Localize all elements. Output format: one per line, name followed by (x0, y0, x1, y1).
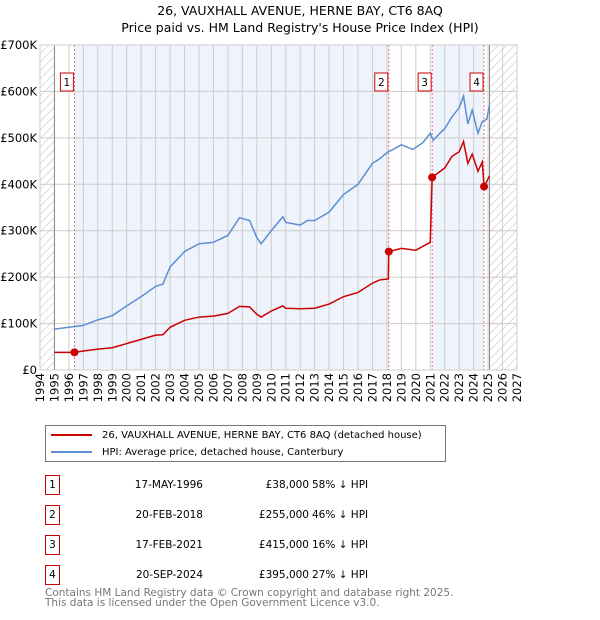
hpi-line (54, 93, 491, 330)
y-tick-label: £200K (0, 270, 37, 284)
sale-date: 20-FEB-2018 (135, 509, 203, 521)
sale-point (384, 247, 393, 256)
hpi-diff: 58% ↓ HPI (312, 479, 369, 491)
x-tick-label: 2021 (423, 373, 437, 402)
x-tick-label: 2022 (438, 373, 452, 402)
x-tick-label: 2026 (496, 373, 510, 402)
x-tick-label: 2017 (365, 373, 379, 402)
sale-price: £38,000 (265, 479, 309, 491)
hpi-diff: 27% ↓ HPI (312, 569, 369, 581)
marker-badge: 1 (45, 475, 60, 495)
x-tick-label: 2006 (206, 373, 220, 402)
sale-price: £395,000 (258, 569, 309, 581)
sale-label: 2 (378, 77, 385, 89)
legend: 26, VAUXHALL AVENUE, HERNE BAY, CT6 8AQ … (45, 425, 446, 462)
footer-line: This data is licensed under the Open Gov… (45, 597, 380, 609)
hpi-diff: 16% ↓ HPI (312, 539, 369, 551)
sale-date: 20-SEP-2024 (135, 569, 203, 581)
x-tick-label: 2018 (380, 373, 394, 402)
sale-point (70, 348, 79, 357)
x-tick-label: 2023 (452, 373, 466, 402)
x-tick-label: 1995 (47, 373, 61, 402)
x-tick-label: 2001 (134, 373, 148, 402)
sale-label-box (59, 72, 74, 92)
marker-badge: 3 (45, 535, 60, 555)
shaded-period (74, 45, 389, 370)
sale-label: 3 (421, 77, 428, 89)
x-tick-label: 2004 (178, 373, 192, 402)
legend-item-property: 26, VAUXHALL AVENUE, HERNE BAY, CT6 8AQ … (51, 427, 422, 444)
y-tick-label: £500K (0, 131, 37, 145)
hatched-region (40, 45, 55, 370)
sale-label-box (417, 72, 432, 92)
transaction-row: 4 20-SEP-2024 £395,000 27% ↓ HPI (45, 565, 445, 585)
hatched-region (489, 45, 517, 370)
x-tick-label: 1994 (33, 373, 47, 402)
x-tick-label: 2019 (394, 373, 408, 402)
sale-price: £255,000 (258, 509, 309, 521)
y-tick-label: £0 (22, 363, 37, 377)
x-tick-label: 2016 (351, 373, 365, 402)
x-tick-label: 2012 (293, 373, 307, 402)
y-tick-label: £300K (0, 224, 37, 238)
shaded-period (432, 45, 485, 370)
sale-price: £415,000 (258, 539, 309, 551)
sale-date: 17-MAY-1996 (134, 479, 203, 491)
transaction-row: 3 17-FEB-2021 £415,000 16% ↓ HPI (45, 535, 445, 555)
red-line-swatch (51, 434, 92, 436)
footer-line: Contains HM Land Registry data © Crown c… (45, 587, 454, 599)
x-tick-label: 1998 (91, 373, 105, 402)
x-tick-label: 2027 (510, 373, 524, 402)
x-tick-label: 2025 (481, 373, 495, 402)
marker-badge: 2 (45, 505, 60, 525)
x-tick-label: 2007 (221, 373, 235, 402)
x-tick-label: 1999 (105, 373, 119, 402)
property-price-line (54, 139, 491, 354)
y-tick-label: £700K (0, 38, 37, 52)
transaction-row: 1 17-MAY-1996 £38,000 58% ↓ HPI (45, 475, 445, 495)
sale-date: 17-FEB-2021 (135, 539, 203, 551)
sale-point (480, 182, 489, 191)
chart-title: 26, VAUXHALL AVENUE, HERNE BAY, CT6 8AQ (157, 3, 443, 18)
legend-label: HPI: Average price, detached house, Cant… (102, 447, 344, 458)
sale-label-box (374, 72, 389, 92)
x-tick-label: 2000 (120, 373, 134, 402)
sale-point (428, 173, 437, 182)
x-tick-label: 2024 (467, 373, 481, 402)
hpi-diff: 46% ↓ HPI (312, 509, 369, 521)
x-tick-label: 2015 (337, 373, 351, 402)
x-tick-label: 2008 (235, 373, 249, 402)
transaction-row: 2 20-FEB-2018 £255,000 46% ↓ HPI (45, 505, 445, 525)
sale-label: 1 (64, 77, 71, 89)
x-tick-label: 1996 (62, 373, 76, 402)
sale-label-box (469, 72, 484, 92)
y-tick-label: £100K (0, 317, 37, 331)
blue-line-swatch (51, 451, 92, 453)
x-tick-label: 2010 (264, 373, 278, 402)
x-tick-label: 2009 (250, 373, 264, 402)
footer: Contains HM Land Registry data © Crown c… (45, 587, 454, 609)
legend-label: 26, VAUXHALL AVENUE, HERNE BAY, CT6 8AQ … (102, 430, 422, 441)
x-tick-label: 2002 (149, 373, 163, 402)
chart-subtitle: Price paid vs. HM Land Registry's House … (121, 20, 479, 35)
x-tick-label: 2003 (163, 373, 177, 402)
y-tick-label: £400K (0, 177, 37, 191)
y-tick-label: £600K (0, 84, 37, 98)
x-tick-label: 2020 (409, 373, 423, 402)
x-tick-label: 2014 (322, 373, 336, 402)
legend-item-hpi: HPI: Average price, detached house, Cant… (51, 444, 343, 461)
marker-badge: 4 (45, 565, 60, 585)
x-tick-label: 2005 (192, 373, 206, 402)
x-tick-label: 2013 (308, 373, 322, 402)
x-tick-label: 2011 (279, 373, 293, 402)
x-tick-label: 1997 (76, 373, 90, 402)
price-chart: 1994 1995 1996 1997 1998 1999 2000 2001 2002 2003… (0, 38, 524, 402)
plot-border (39, 44, 518, 371)
sale-label: 4 (473, 77, 480, 89)
